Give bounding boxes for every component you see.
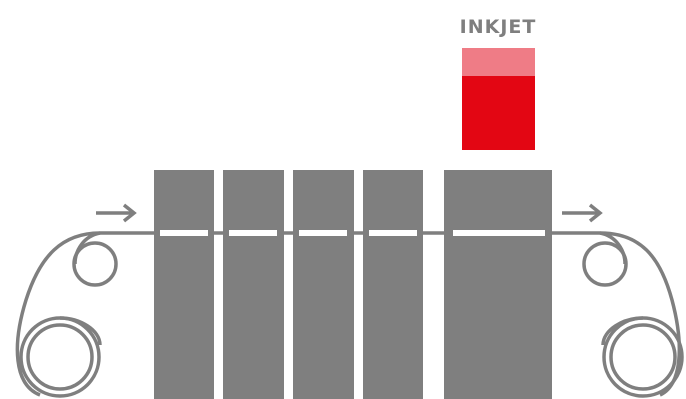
roller-icon: [582, 241, 628, 287]
unwind-assembly: [15, 231, 154, 398]
inkjet-head-body: [462, 76, 535, 150]
roller-icon: [19, 316, 101, 398]
web-through-stations: [160, 230, 545, 236]
roller-icon: [26, 323, 94, 391]
roller-icon: [609, 323, 677, 391]
print-station: [363, 170, 423, 399]
rewind-assembly: [552, 231, 684, 398]
print-station: [154, 170, 214, 399]
printing-stations: [154, 170, 552, 399]
web-to-roller-left: [59, 316, 102, 346]
arrow-right-icon: [96, 203, 137, 223]
web-to-roller-right: [601, 316, 644, 346]
web-loop-right: [599, 231, 681, 397]
inkjet-head: [462, 48, 535, 150]
print-station: [223, 170, 284, 399]
inkjet-head-top: [462, 48, 535, 76]
inkjet-label: INKJET: [460, 16, 537, 38]
web-loop-left: [15, 231, 101, 397]
arrow-right-icon: [562, 203, 603, 223]
inkjet-station: [444, 170, 552, 399]
roller-icon: [72, 241, 118, 287]
print-station: [293, 170, 354, 399]
roller-icon: [602, 316, 684, 398]
